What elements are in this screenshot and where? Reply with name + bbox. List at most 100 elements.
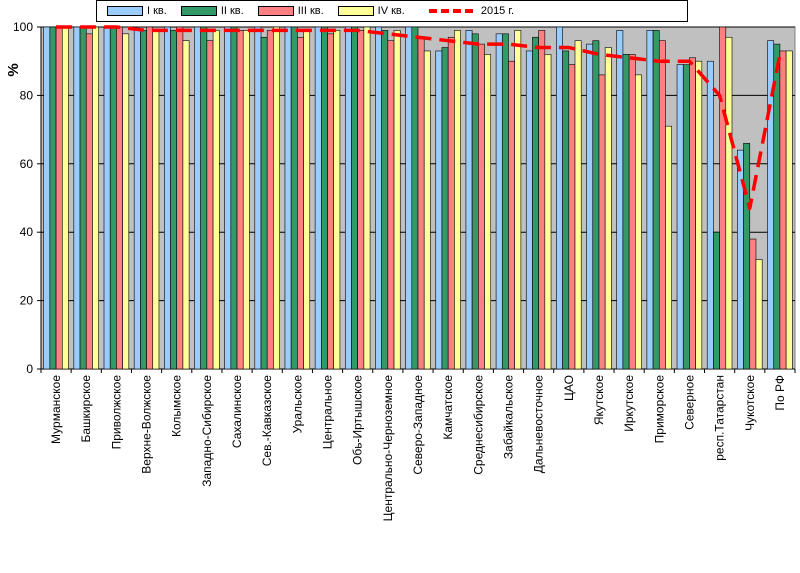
bar: [260, 36, 268, 370]
bar: [254, 26, 262, 370]
bar: [236, 30, 244, 370]
x-tick-label: Мурманское: [49, 375, 63, 444]
y-axis-label: %: [5, 63, 22, 76]
bar: [635, 74, 642, 370]
chart-legend: I кв. II кв. III кв. IV кв. 2015 г.: [96, 0, 688, 22]
y-tick-label: 60: [20, 157, 34, 171]
bar: [273, 26, 280, 370]
bar: [682, 64, 690, 370]
x-tick-label: Камчатское: [441, 375, 455, 440]
bar: [556, 26, 563, 370]
y-tick-label: 20: [20, 294, 34, 308]
bar: [465, 30, 473, 370]
bar: [49, 26, 57, 370]
x-tick-label: Уральское: [290, 375, 304, 434]
y-tick-label: 0: [26, 362, 33, 376]
x-tick-label: Иркутское: [622, 375, 636, 432]
bar: [441, 47, 449, 370]
bar: [321, 26, 328, 370]
bar: [393, 30, 401, 370]
bar: [140, 30, 147, 370]
bar: [501, 33, 509, 370]
bar: [152, 30, 160, 370]
bar: [314, 26, 322, 370]
legend-item: 2015 г.: [428, 5, 515, 17]
x-tick-label: Центрально-Черноземное: [381, 375, 395, 522]
x-tick-label: ЦАО: [562, 375, 576, 401]
legend-label: IV кв.: [377, 5, 405, 17]
legend-swatch: [180, 6, 217, 16]
bar: [122, 33, 130, 370]
x-tick-label: Забайкальское: [501, 375, 515, 459]
legend-swatch: [257, 6, 294, 16]
bar: [79, 26, 87, 370]
bar: [405, 26, 413, 370]
y-tick-label: 100: [13, 20, 33, 34]
bar: [387, 40, 395, 370]
bar: [628, 54, 636, 370]
bar: [146, 26, 154, 370]
bar: [103, 26, 111, 370]
bar: [194, 26, 201, 370]
bar: [170, 30, 178, 370]
bar: [743, 142, 751, 370]
legend-swatch: [337, 6, 374, 16]
bar: [658, 40, 666, 370]
bar: [706, 60, 714, 370]
bar: [423, 50, 431, 370]
bar: [471, 33, 479, 370]
bar: [176, 26, 184, 370]
legend-label: II кв.: [220, 5, 244, 17]
bar: [61, 26, 69, 370]
legend-label: I кв.: [147, 5, 167, 17]
bar: [297, 36, 304, 370]
x-tick-label: Сев.-Кавказское: [260, 375, 274, 467]
legend-item: II кв.: [180, 5, 244, 17]
bar: [73, 26, 81, 370]
bar: [284, 26, 292, 370]
bar: [646, 30, 654, 370]
bar: [749, 238, 757, 370]
bar: [411, 26, 419, 370]
bar: [333, 30, 341, 370]
bar: [586, 43, 594, 370]
bar: [725, 36, 733, 370]
y-tick-label: 80: [20, 88, 34, 102]
bar: [417, 36, 425, 370]
bar: [676, 64, 684, 370]
bar: [116, 26, 123, 370]
legend-item: I кв.: [107, 5, 167, 17]
bar: [495, 33, 503, 370]
bar: [435, 50, 443, 370]
bar: [484, 54, 492, 370]
x-tick-label: Среднесибирское: [471, 375, 485, 475]
bar: [200, 26, 208, 370]
bar: [652, 30, 660, 370]
bar: [133, 30, 141, 370]
bar: [363, 26, 371, 370]
legend-label: 2015 г.: [480, 5, 515, 17]
bar: [544, 54, 552, 370]
bar: [344, 26, 352, 370]
bar: [381, 30, 389, 370]
bar: [55, 26, 63, 370]
bar: [773, 43, 781, 370]
bar: [447, 36, 455, 370]
bar: [92, 26, 99, 370]
x-tick-label: респ.Татарстан: [713, 375, 727, 461]
legend-swatch: [107, 6, 143, 16]
bar: [785, 50, 793, 370]
x-tick-label: Колымское: [170, 375, 184, 437]
bar: [43, 26, 51, 370]
legend-item: IV кв.: [337, 5, 405, 17]
x-tick-label: По РФ: [773, 375, 787, 411]
bar: [290, 26, 298, 370]
x-tick-label: Северное: [682, 375, 696, 430]
bar: [562, 50, 570, 370]
bar: [303, 30, 311, 370]
bar: [206, 40, 214, 370]
bar: [357, 30, 365, 370]
bar: [182, 40, 190, 370]
bar: [695, 60, 703, 370]
